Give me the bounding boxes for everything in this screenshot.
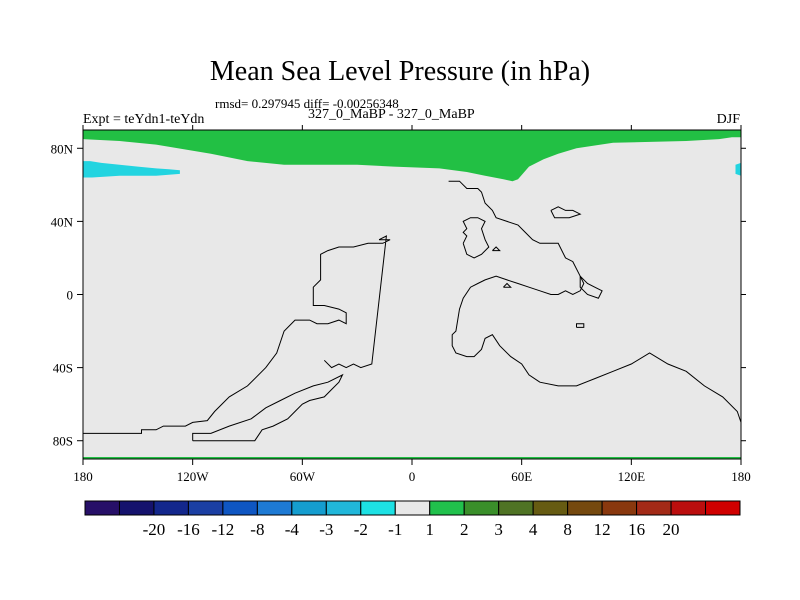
x-tick-label: 60W <box>290 469 316 484</box>
y-tick-label: 80N <box>51 141 74 156</box>
x-tick-label: 60E <box>511 469 532 484</box>
coastline-0 <box>83 235 391 434</box>
x-tick-label: 120W <box>177 469 210 484</box>
y-tick-label: 40S <box>53 361 73 376</box>
y-tick-label: 40N <box>51 214 74 229</box>
colorbar-swatch <box>360 500 396 516</box>
region-north-pacific-low-anomaly <box>83 161 180 178</box>
colorbar-label: -2 <box>354 520 368 539</box>
colorbar-label: -3 <box>319 520 333 539</box>
chart-title: Mean Sea Level Pressure (in hPa) <box>209 56 591 87</box>
colorbar-swatch <box>394 500 431 516</box>
coastline-6 <box>576 323 585 328</box>
axis-layer: 180 120W 60W 0 60E 120E 180 80N 40N 0 40S 80S <box>51 125 751 484</box>
coastline-2 <box>448 180 741 423</box>
colorbar-label: 3 <box>494 520 503 539</box>
coastline-4 <box>550 206 582 219</box>
colorbar-label: 12 <box>594 520 611 539</box>
colorbar-swatch <box>187 500 224 516</box>
colorbar-swatch <box>118 500 155 516</box>
colorbar-label: -1 <box>388 520 402 539</box>
x-tick-label: 180 <box>73 469 93 484</box>
coastline-3 <box>462 217 490 259</box>
colorbar-swatch <box>532 500 569 516</box>
colorbar-label: 2 <box>460 520 469 539</box>
colorbar-swatch <box>291 500 327 516</box>
map-layer <box>83 130 741 459</box>
colorbar-swatch <box>222 500 258 516</box>
colorbar: -20 -16 -12 -8 -4 -3 -2 -1 1 2 3 4 8 12 16 20 <box>84 500 741 539</box>
colorbar-label: -20 <box>143 520 166 539</box>
y-tick-label: 80S <box>53 434 73 449</box>
colorbar-swatch <box>636 500 672 516</box>
colorbar-swatch <box>670 500 707 516</box>
season-label: DJF <box>716 112 740 127</box>
period-label: 327_0_MaBP - 327_0_MaBP <box>308 107 475 122</box>
colorbar-swatch <box>153 500 189 516</box>
colorbar-swatch <box>84 500 120 516</box>
colorbar-label: -4 <box>285 520 300 539</box>
colorbar-swatch <box>429 500 465 516</box>
colorbar-label: -12 <box>212 520 235 539</box>
colorbar-swatch <box>256 500 293 516</box>
colorbar-swatch <box>705 500 741 516</box>
colorbar-swatch <box>498 500 534 516</box>
colorbar-swatch <box>601 500 638 516</box>
colorbar-swatch <box>325 500 362 516</box>
coastline-5 <box>579 275 603 299</box>
colorbar-label: 20 <box>663 520 680 539</box>
colorbar-label: 8 <box>563 520 572 539</box>
x-tick-label: 120E <box>618 469 646 484</box>
x-tick-label: 0 <box>409 469 416 484</box>
x-tick-label: 180 <box>731 469 751 484</box>
region-dateline-east-low-anomaly <box>735 162 741 176</box>
colorbar-label: -8 <box>250 520 264 539</box>
colorbar-label: 16 <box>628 520 645 539</box>
experiment-label: Expt = teYdn1-teYdn <box>83 112 205 127</box>
colorbar-swatch <box>567 500 603 516</box>
colorbar-label: 4 <box>529 520 538 539</box>
plot-background <box>83 130 741 459</box>
stats-line: rmsd= 0.297945 diff= -0.00256348 <box>215 96 399 111</box>
coastline-1 <box>192 373 344 442</box>
region-arctic-high-anomaly <box>83 130 741 182</box>
colorbar-label: 1 <box>425 520 434 539</box>
colorbar-label: -16 <box>177 520 200 539</box>
coastline-8 <box>503 282 512 288</box>
coastline-7 <box>492 246 501 252</box>
y-tick-label: 0 <box>67 288 74 303</box>
colorbar-swatch <box>463 500 500 516</box>
